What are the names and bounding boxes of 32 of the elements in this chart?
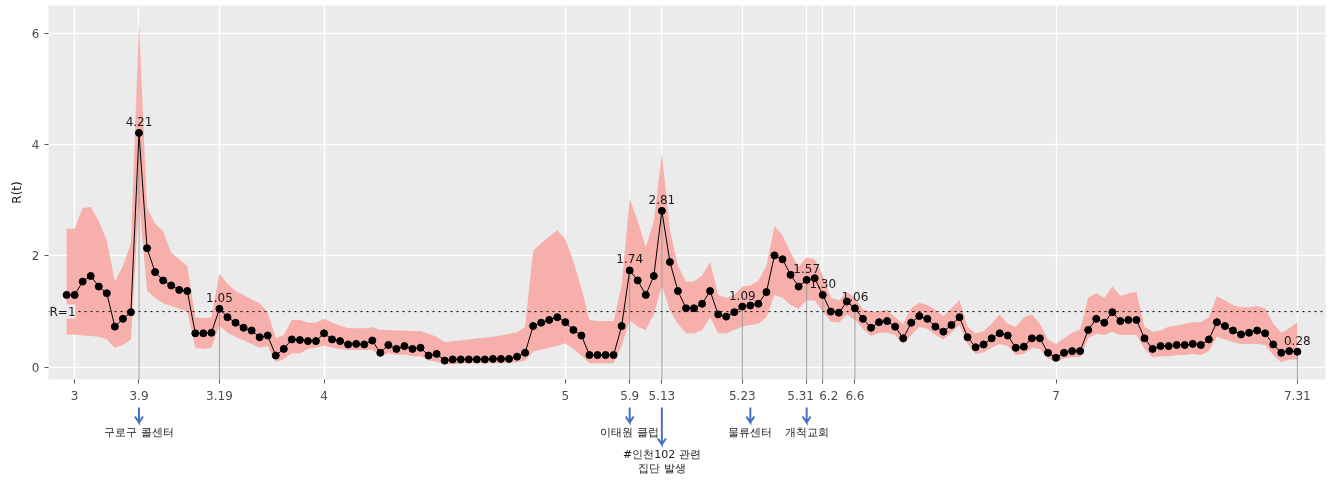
x-tick-label: 4	[320, 388, 328, 403]
x-tick-label: 7	[1052, 388, 1060, 403]
x-tick-label: 7.31	[1283, 388, 1311, 403]
data-label: 1.09	[728, 288, 756, 303]
x-tick-label: 6.6	[845, 388, 865, 403]
x-tick-label: 5	[561, 388, 570, 403]
annotation: 이태원 클럽	[600, 425, 659, 439]
x-tick-label: 5.31	[787, 388, 815, 403]
data-label: 1.57	[793, 261, 821, 276]
y-tick-label: 6	[31, 26, 40, 41]
data-label: 1.06	[841, 290, 869, 305]
data-label: 0.28	[1283, 333, 1311, 348]
x-tick-label: 5.9	[620, 388, 640, 403]
x-tick-label: 3	[70, 388, 79, 403]
data-label: 2.81	[648, 192, 676, 207]
x-tick-label: 3.9	[129, 388, 149, 403]
y-tick-label: 0	[31, 360, 40, 375]
data-label: 1.05	[206, 290, 233, 305]
y-axis-title: R(t)	[9, 181, 24, 204]
annotation: 물류센터	[728, 425, 773, 439]
y-tick-label: 2	[31, 249, 40, 264]
annotation: #인천102 관련 집단 발생	[623, 447, 701, 476]
data-label: 1.74	[616, 252, 644, 267]
x-tick-label: 3.19	[206, 388, 233, 403]
x-tick-label: 6.2	[819, 388, 839, 403]
data-label: 4.21	[125, 114, 153, 129]
x-tick-label: 5.23	[728, 388, 756, 403]
annotation: 구로구 콜센터	[104, 425, 174, 439]
x-tick-label: 5.13	[648, 388, 676, 403]
y-tick-label: 4	[31, 138, 40, 153]
annotation: 개척교회	[784, 425, 829, 439]
ref-line-label: R=1	[49, 304, 76, 319]
